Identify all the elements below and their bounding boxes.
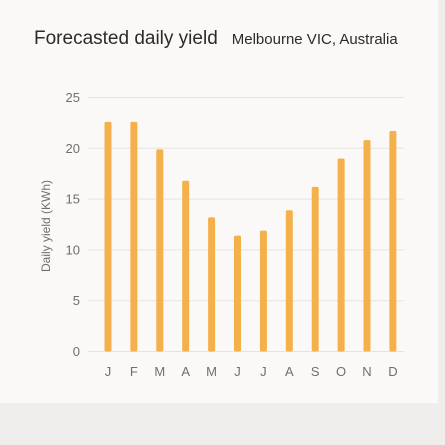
bar (259, 230, 267, 352)
x-tick-label: J (105, 364, 112, 379)
y-gridlines (88, 97, 404, 352)
x-tick-label: J (260, 364, 267, 379)
bar (208, 217, 216, 352)
y-tick-label: 0 (73, 344, 80, 359)
bar (311, 186, 319, 352)
x-tick-label: F (130, 364, 138, 379)
y-tick-label: 15 (66, 192, 80, 207)
x-tick-label: M (154, 364, 165, 379)
bar (337, 158, 345, 352)
chart-card: Forecasted daily yield Melbourne VIC, Au… (0, 0, 438, 403)
y-tick-label: 25 (66, 90, 80, 105)
chart-title: Forecasted daily yield (34, 28, 218, 49)
bar (389, 131, 397, 352)
y-axis-title: Daily yield (KWh) (39, 180, 53, 272)
bars (104, 121, 397, 352)
x-tick-label: S (311, 364, 320, 379)
x-tick-label: A (181, 364, 190, 379)
chart-header: Forecasted daily yield Melbourne VIC, Au… (34, 28, 434, 52)
y-tick-label: 20 (66, 141, 80, 156)
bar (285, 210, 293, 352)
x-tick-label: D (388, 364, 397, 379)
bar (182, 180, 190, 352)
bar (104, 121, 112, 352)
x-tick-label: O (336, 364, 346, 379)
x-tick-label: M (206, 364, 217, 379)
location-label: Melbourne VIC, Australia (231, 31, 398, 48)
bar (130, 121, 138, 352)
x-tick-label: J (234, 364, 241, 379)
bar-chart: 0 5 10 15 20 25 J F M A M J J A S O N D Daily yield (KWh… (39, 90, 404, 379)
bar (363, 140, 371, 352)
x-tick-label: N (362, 364, 371, 379)
y-tick-label: 5 (73, 293, 80, 308)
bar (234, 235, 241, 352)
y-tick-labels: 0 5 10 15 20 25 (66, 90, 80, 359)
x-tick-label: A (285, 364, 294, 379)
y-tick-label: 10 (66, 242, 80, 257)
bar (156, 149, 164, 352)
